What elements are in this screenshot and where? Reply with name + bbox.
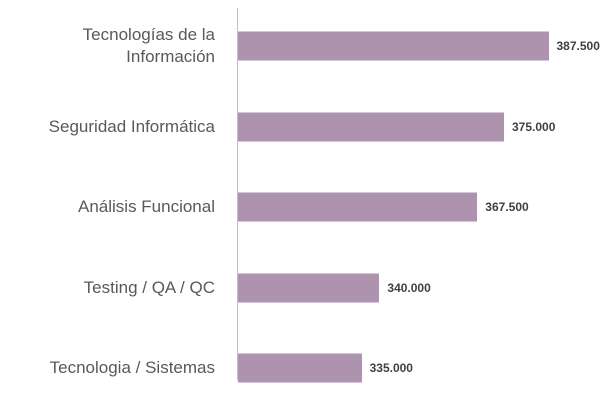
value-label: 367.500: [485, 200, 529, 214]
bar: [238, 31, 549, 61]
bar: [238, 192, 478, 222]
category-label: Seguridad Informática: [48, 116, 215, 136]
bar: [238, 112, 504, 141]
value-label: 335.000: [369, 361, 413, 375]
category-axis: [237, 8, 238, 380]
category-label: Tecnologías de la Información: [82, 25, 215, 66]
bar: [238, 273, 380, 302]
category-label: Análisis Funcional: [77, 197, 215, 216]
value-label: 340.000: [387, 280, 431, 295]
value-label: 387.500: [556, 39, 600, 53]
bar: [238, 353, 362, 383]
category-label: Testing / QA / QC: [83, 277, 215, 297]
category-label: Tecnologia / Sistemas: [49, 358, 215, 377]
value-label: 375.000: [512, 119, 556, 134]
